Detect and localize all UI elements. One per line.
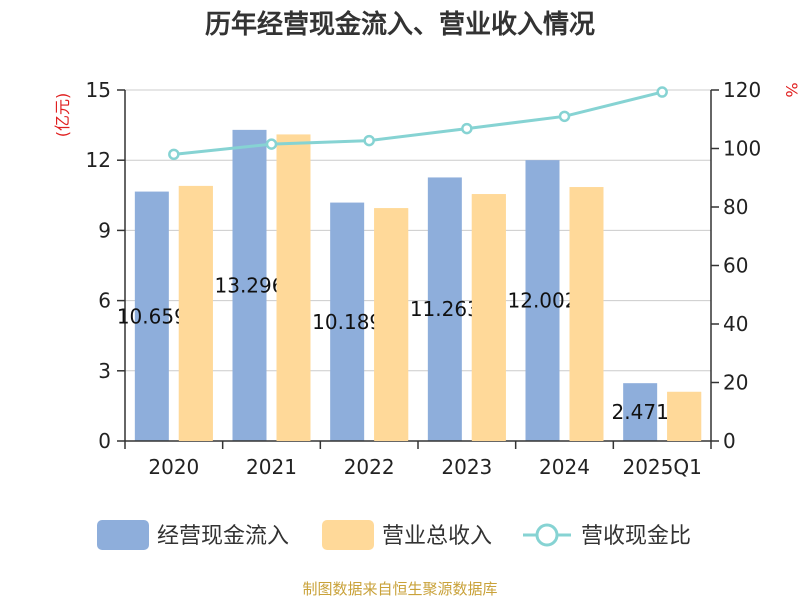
y-right-tick-label: 60 [723, 254, 748, 278]
data-label-cash-inflow: 13.296 [215, 273, 285, 297]
bar-revenue-overlay [276, 134, 311, 441]
y-right-tick-label: 40 [723, 312, 748, 336]
x-tick-label: 2023 [441, 455, 492, 479]
y-left-tick-label: 3 [98, 359, 111, 383]
legend-label-revenue: 营业总收入 [382, 524, 492, 549]
x-tick-label: 2021 [246, 455, 297, 479]
line-point-ratio [363, 134, 375, 147]
y-right-tick-label: 80 [723, 195, 748, 219]
y-right-tick-label: 20 [723, 371, 748, 395]
y-right-unit-label: % [782, 82, 800, 97]
x-tick-label: 2024 [539, 455, 590, 479]
legend-item-cash-inflow[interactable]: 经营现金流入 [97, 520, 289, 550]
line-series [168, 86, 668, 161]
bar-cash-inflow [427, 177, 462, 441]
bar-cash-inflow [623, 383, 658, 441]
bar-revenue-overlay [667, 391, 702, 441]
y-left-tick-label: 9 [98, 218, 111, 242]
line-point-ratio [558, 110, 571, 123]
bar-revenue-overlay [569, 187, 604, 441]
legend: 经营现金流入 营业总收入 营收现金比 [97, 520, 691, 550]
line-ratio [173, 90, 663, 156]
y-right-tick-label: 120 [723, 78, 761, 102]
gridlines [125, 89, 711, 372]
data-label-cash-inflow: 2.471 [612, 400, 669, 424]
legend-swatch-revenue [322, 520, 374, 550]
x-ticks: 2020 2021 2022 2023 2024 2025Q1 [124, 441, 712, 479]
source-note: 制图数据来自恒生聚源数据库 [302, 580, 497, 598]
legend-item-revenue[interactable]: 营业总收入 [322, 520, 492, 550]
chart-title: 历年经营现金流入、营业收入情况 [205, 9, 595, 40]
bar-cash-inflow [134, 191, 169, 441]
bar-revenue-overlay [178, 185, 213, 441]
y-right-tick-label: 100 [723, 137, 761, 161]
y-left-tick-label: 6 [98, 289, 111, 313]
y-left-tick-label: 0 [98, 429, 111, 453]
x-tick-label: 2025Q1 [622, 455, 701, 479]
data-labels: 10.659 13.296 10.189 11.263 12.002 2.471 [117, 134, 702, 441]
data-label-cash-inflow: 10.659 [117, 304, 187, 328]
y-right-tick-label: 0 [723, 429, 736, 453]
legend-swatch-cash-inflow [97, 520, 149, 550]
bar-cash-inflow [232, 129, 267, 441]
x-tick-label: 2020 [148, 455, 199, 479]
bar-revenue-overlay [374, 208, 409, 441]
line-point-ratio [265, 138, 278, 150]
data-label-cash-inflow: 12.002 [508, 289, 578, 313]
y-left-tick-label: 15 [86, 78, 111, 102]
y-left-ticks: 0 3 6 9 12 15 [86, 78, 125, 453]
bar-cash-inflow [525, 160, 560, 441]
bar-revenue-overlay [471, 194, 506, 441]
line-point-ratio [168, 148, 180, 161]
y-left-tick-label: 12 [86, 148, 111, 172]
line-point-ratio [461, 122, 473, 135]
legend-item-ratio[interactable]: 营收现金比 [523, 523, 691, 549]
legend-marker-ratio [535, 523, 559, 547]
data-label-cash-inflow: 10.189 [312, 310, 382, 334]
x-tick-label: 2022 [344, 455, 395, 479]
y-right-ticks: 0 20 40 60 80 100 120 [711, 78, 761, 453]
legend-label-ratio: 营收现金比 [581, 524, 691, 549]
legend-label-cash-inflow: 经营现金流入 [157, 524, 289, 549]
bar-cash-inflow [330, 202, 365, 441]
line-point-ratio [656, 86, 668, 98]
y-left-unit-label: (亿元) [53, 93, 72, 138]
data-label-cash-inflow: 11.263 [410, 297, 480, 321]
